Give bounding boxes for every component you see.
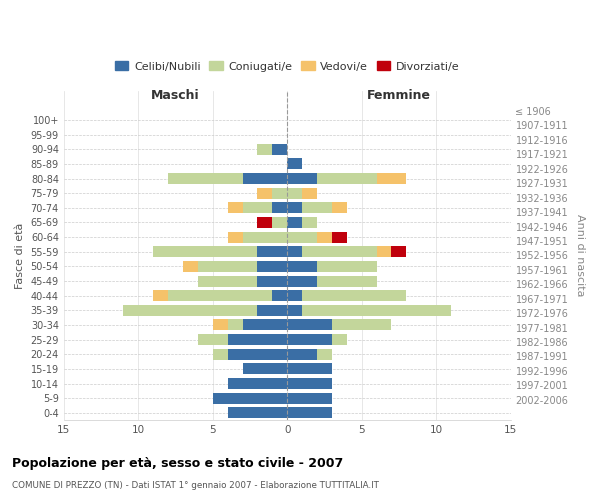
Bar [168, 290, 272, 301]
Bar [287, 392, 332, 404]
Bar [257, 261, 287, 272]
Bar [302, 188, 317, 198]
Bar [287, 217, 302, 228]
Bar [287, 202, 302, 213]
Bar [227, 348, 287, 360]
Bar [257, 217, 272, 228]
Text: Popolazione per età, sesso e stato civile - 2007: Popolazione per età, sesso e stato civil… [12, 458, 343, 470]
Bar [227, 202, 242, 213]
Bar [317, 348, 332, 360]
Bar [317, 261, 377, 272]
Bar [213, 320, 227, 330]
Bar [227, 408, 287, 418]
Bar [257, 246, 287, 257]
Bar [317, 276, 377, 286]
Text: COMUNE DI PREZZO (TN) - Dati ISTAT 1° gennaio 2007 - Elaborazione TUTTITALIA.IT: COMUNE DI PREZZO (TN) - Dati ISTAT 1° ge… [12, 481, 379, 490]
Bar [317, 173, 377, 184]
Bar [287, 246, 302, 257]
Bar [302, 305, 451, 316]
Bar [287, 408, 332, 418]
Bar [332, 232, 347, 242]
Bar [332, 202, 347, 213]
Bar [272, 290, 287, 301]
Y-axis label: Fasce di età: Fasce di età [15, 222, 25, 288]
Bar [198, 334, 227, 345]
Legend: Celibi/Nubili, Coniugati/e, Vedovi/e, Divorziati/e: Celibi/Nubili, Coniugati/e, Vedovi/e, Di… [110, 56, 464, 76]
Bar [302, 246, 377, 257]
Bar [272, 144, 287, 154]
Bar [287, 334, 332, 345]
Bar [242, 232, 287, 242]
Bar [183, 261, 198, 272]
Bar [257, 305, 287, 316]
Bar [287, 320, 332, 330]
Bar [124, 305, 257, 316]
Bar [227, 232, 242, 242]
Y-axis label: Anni di nascita: Anni di nascita [575, 214, 585, 296]
Bar [227, 334, 287, 345]
Bar [287, 348, 317, 360]
Bar [198, 261, 257, 272]
Bar [287, 173, 317, 184]
Text: Femmine: Femmine [367, 90, 431, 102]
Bar [153, 246, 257, 257]
Bar [257, 188, 272, 198]
Bar [287, 232, 317, 242]
Bar [287, 305, 302, 316]
Bar [272, 202, 287, 213]
Bar [272, 217, 287, 228]
Bar [287, 276, 317, 286]
Bar [242, 320, 287, 330]
Bar [287, 261, 317, 272]
Bar [198, 276, 257, 286]
Text: Maschi: Maschi [151, 90, 200, 102]
Bar [227, 320, 242, 330]
Bar [302, 217, 317, 228]
Bar [213, 392, 287, 404]
Bar [242, 173, 287, 184]
Bar [287, 378, 332, 389]
Bar [332, 320, 391, 330]
Bar [287, 188, 302, 198]
Bar [287, 158, 302, 170]
Bar [377, 246, 391, 257]
Bar [317, 232, 332, 242]
Bar [213, 348, 227, 360]
Bar [287, 364, 332, 374]
Bar [153, 290, 168, 301]
Bar [242, 202, 272, 213]
Bar [332, 334, 347, 345]
Bar [168, 173, 242, 184]
Bar [272, 188, 287, 198]
Bar [257, 144, 272, 154]
Bar [302, 290, 406, 301]
Bar [227, 378, 287, 389]
Bar [242, 364, 287, 374]
Bar [377, 173, 406, 184]
Bar [391, 246, 406, 257]
Bar [287, 290, 302, 301]
Bar [302, 202, 332, 213]
Bar [257, 276, 287, 286]
